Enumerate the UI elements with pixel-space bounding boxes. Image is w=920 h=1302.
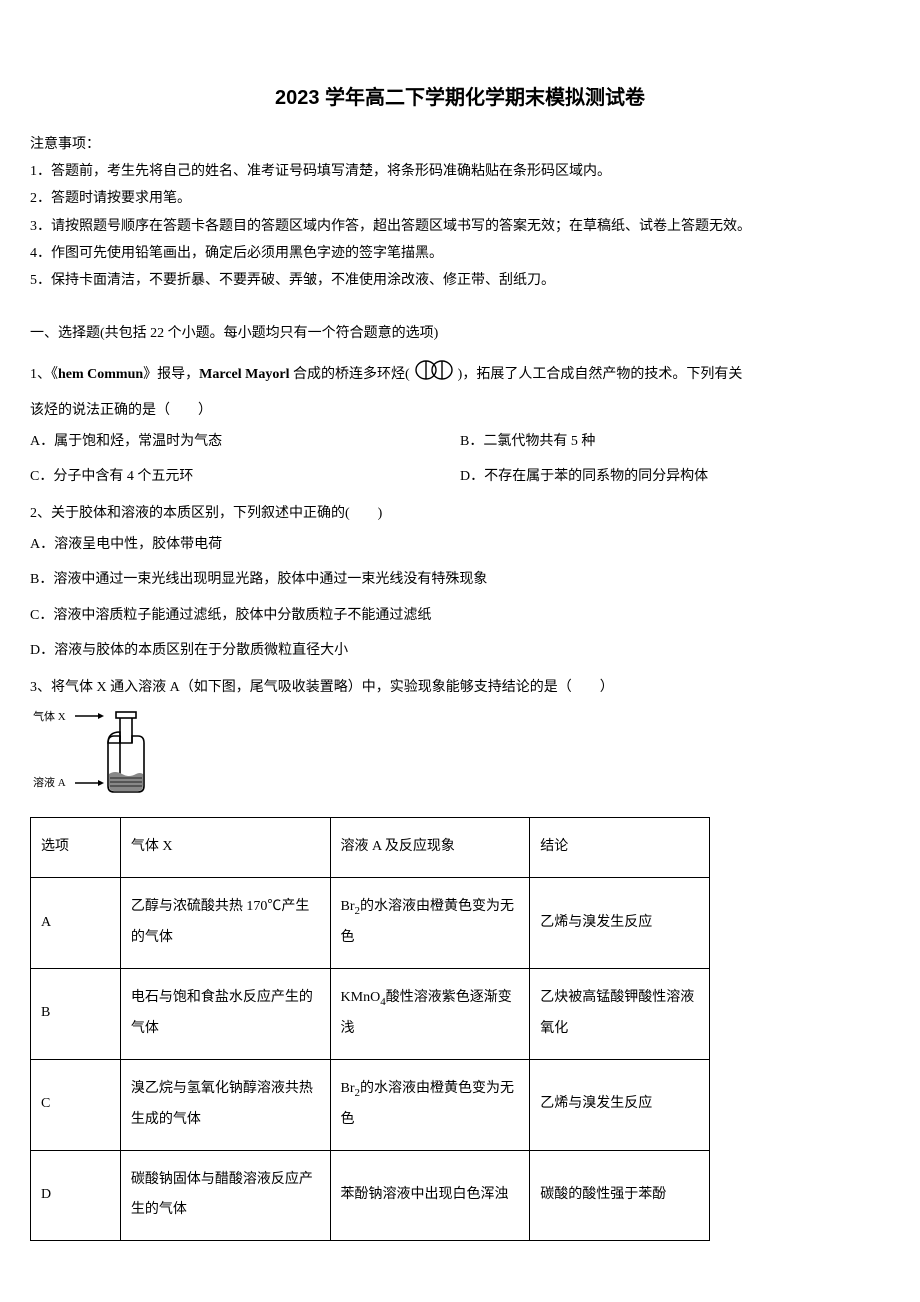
q1-option-c: C．分子中含有 4 个五元环	[30, 464, 460, 489]
q2-option-b: B．溶液中通过一束光线出现明显光路，胶体中通过一束光线没有特殊现象	[30, 567, 890, 592]
q1-prefix: 1、《	[30, 367, 58, 382]
section-1-header: 一、选择题(共包括 22 个小题。每小题均只有一个符合题意的选项)	[30, 321, 890, 346]
diagram-gas-label: 气体 X	[33, 709, 66, 723]
notice-header: 注意事项：	[30, 132, 890, 157]
q1-option-b: B．二氯代物共有 5 种	[460, 429, 890, 454]
notice-item-1: 1．答题前，考生先将自己的姓名、准考证号码填写清楚，将条形码准确粘贴在条形码区域…	[30, 159, 890, 184]
table-row: C 溴乙烷与氢氧化钠醇溶液共热生成的气体 Br2的水溶液由橙黄色变为无色 乙烯与…	[31, 1059, 710, 1150]
table-row: B 电石与饱和食盐水反应产生的气体 KMnO4酸性溶液紫色逐渐变浅 乙炔被高锰酸…	[31, 968, 710, 1059]
table-cell-phenomenon: KMnO4酸性溶液紫色逐渐变浅	[330, 968, 530, 1059]
notice-item-3: 3．请按照题号顺序在答题卡各题目的答题区域内作答，超出答题区域书写的答案无效；在…	[30, 214, 890, 239]
q1-suffix: )，拓展了人工合成自然产物的技术。下列有关	[458, 367, 743, 382]
question-3-stem: 3、将气体 X 通入溶液 A（如下图，尾气吸收装置略）中，实验现象能够支持结论的…	[30, 675, 890, 700]
table-cell-opt: D	[31, 1150, 121, 1241]
gas-apparatus-diagram: 气体 X 溶液 A	[30, 708, 890, 807]
table-cell-conclusion: 碳酸的酸性强于苯酚	[530, 1150, 710, 1241]
table-cell-gas: 碳酸钠固体与醋酸溶液反应产生的气体	[120, 1150, 330, 1241]
experiment-table: 选项 气体 X 溶液 A 及反应现象 结论 A 乙醇与浓硫酸共热 170℃产生的…	[30, 817, 710, 1241]
notice-item-4: 4．作图可先使用铅笔画出，确定后必须用黑色字迹的签字笔描黑。	[30, 241, 890, 266]
table-row: A 乙醇与浓硫酸共热 170℃产生的气体 Br2的水溶液由橙黄色变为无色 乙烯与…	[31, 878, 710, 969]
bridged-hydrocarbon-icon	[410, 358, 458, 391]
question-1-stem: 1、《hem Commun》报导，Marcel Mayorl 合成的桥连多环烃(…	[30, 358, 890, 391]
q2-option-d: D．溶液与胶体的本质区别在于分散质微粒直径大小	[30, 638, 890, 663]
q1-bold-2: Marcel Mayorl	[199, 367, 289, 382]
question-1: 1、《hem Commun》报导，Marcel Mayorl 合成的桥连多环烃(…	[30, 358, 890, 489]
table-cell-phenomenon: Br2的水溶液由橙黄色变为无色	[330, 1059, 530, 1150]
table-cell-conclusion: 乙烯与溴发生反应	[530, 878, 710, 969]
table-cell-phenomenon: Br2的水溶液由橙黄色变为无色	[330, 878, 530, 969]
notice-item-2: 2．答题时请按要求用笔。	[30, 186, 890, 211]
question-2: 2、关于胶体和溶液的本质区别，下列叙述中正确的( ) A．溶液呈电中性，胶体带电…	[30, 501, 890, 663]
table-cell-gas: 电石与饱和食盐水反应产生的气体	[120, 968, 330, 1059]
table-header-phenomenon: 溶液 A 及反应现象	[330, 818, 530, 878]
notice-item-5: 5．保持卡面清洁，不要折暴、不要弄破、弄皱，不准使用涂改液、修正带、刮纸刀。	[30, 268, 890, 293]
table-header-gas: 气体 X	[120, 818, 330, 878]
q2-option-c: C．溶液中溶质粒子能通过滤纸，胶体中分散质粒子不能通过滤纸	[30, 603, 890, 628]
table-cell-gas: 乙醇与浓硫酸共热 170℃产生的气体	[120, 878, 330, 969]
table-header-option: 选项	[31, 818, 121, 878]
question-3: 3、将气体 X 通入溶液 A（如下图，尾气吸收装置略）中，实验现象能够支持结论的…	[30, 675, 890, 1241]
q2-option-a: A．溶液呈电中性，胶体带电荷	[30, 532, 890, 557]
q1-option-d: D．不存在属于苯的同系物的同分异构体	[460, 464, 890, 489]
table-cell-opt: C	[31, 1059, 121, 1150]
table-row: D 碳酸钠固体与醋酸溶液反应产生的气体 苯酚钠溶液中出现白色浑浊 碳酸的酸性强于…	[31, 1150, 710, 1241]
page-title: 2023 学年高二下学期化学期末模拟测试卷	[30, 80, 890, 116]
table-cell-conclusion: 乙炔被高锰酸钾酸性溶液氧化	[530, 968, 710, 1059]
q1-option-a: A．属于饱和烃，常温时为气态	[30, 429, 460, 454]
q1-mid-2: 合成的桥连多环烃(	[289, 367, 409, 382]
question-1-stem-line2: 该烃的说法正确的是（ ）	[30, 398, 890, 423]
question-2-stem: 2、关于胶体和溶液的本质区别，下列叙述中正确的( )	[30, 501, 890, 526]
diagram-solution-label: 溶液 A	[33, 775, 66, 789]
q1-bold-1: hem Commun	[58, 367, 143, 382]
table-cell-conclusion: 乙烯与溴发生反应	[530, 1059, 710, 1150]
table-header-row: 选项 气体 X 溶液 A 及反应现象 结论	[31, 818, 710, 878]
table-cell-phenomenon: 苯酚钠溶液中出现白色浑浊	[330, 1150, 530, 1241]
table-header-conclusion: 结论	[530, 818, 710, 878]
table-cell-opt: B	[31, 968, 121, 1059]
table-cell-opt: A	[31, 878, 121, 969]
table-cell-gas: 溴乙烷与氢氧化钠醇溶液共热生成的气体	[120, 1059, 330, 1150]
q1-mid-1: 》报导，	[143, 367, 199, 382]
